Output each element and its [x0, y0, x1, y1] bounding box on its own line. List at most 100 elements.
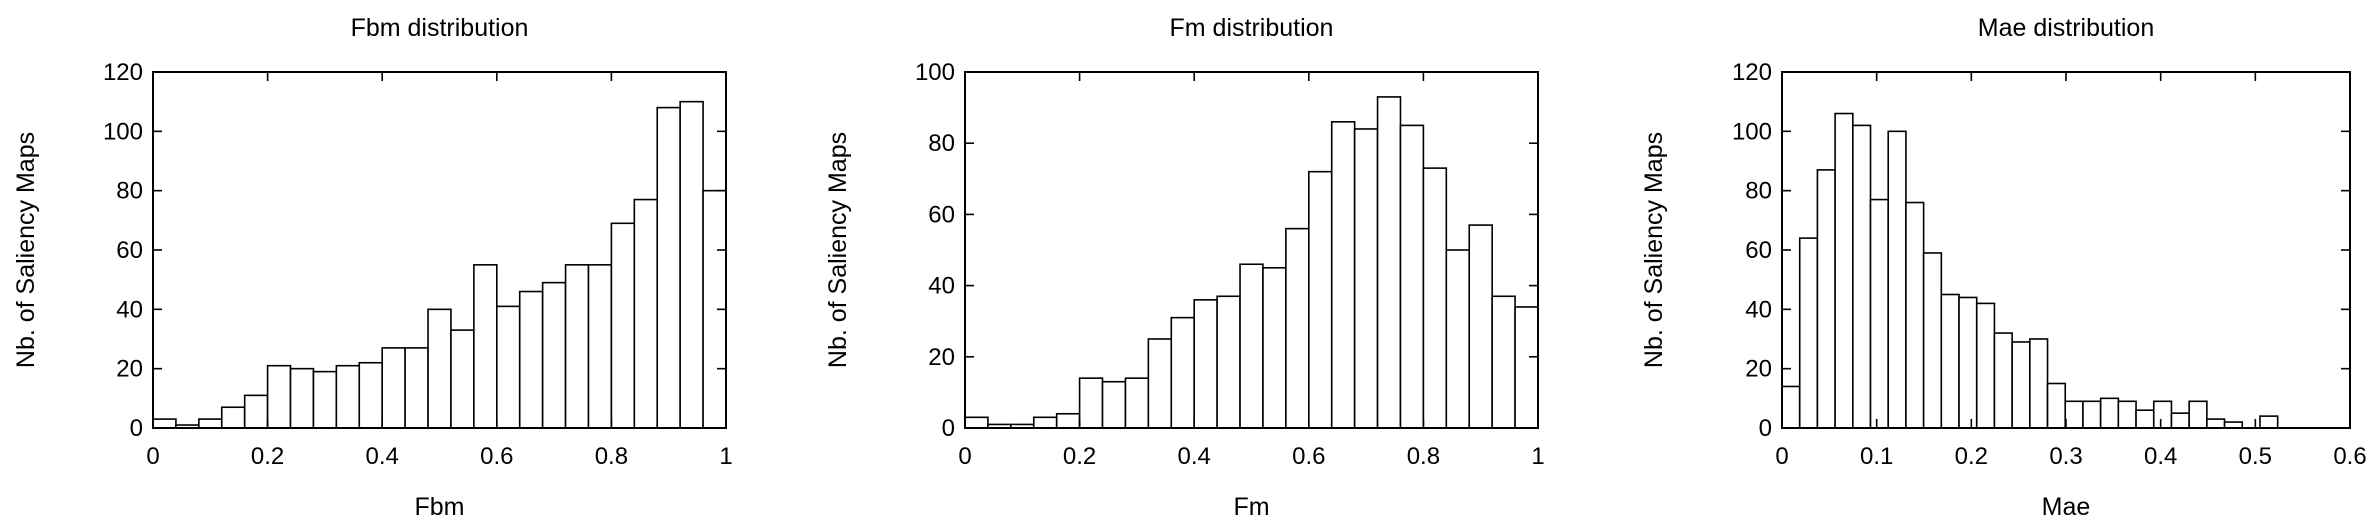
histogram-bar — [2152, 400, 2173, 429]
histogram-bar — [541, 281, 567, 429]
x-tick-label: 0.1 — [1860, 443, 1893, 470]
histogram-bar — [1101, 380, 1127, 429]
x-tick-label: 0.5 — [2239, 443, 2272, 470]
fbm-histogram: Fbm distribution Fbm Nb. of Saliency Map… — [12, 14, 733, 521]
histogram-bar — [1353, 128, 1379, 429]
fm-histogram: Fm distribution Fm Nb. of Saliency Maps … — [824, 14, 1545, 521]
histogram-bar — [2188, 400, 2208, 429]
y-tick-label: 40 — [1745, 296, 1772, 323]
histogram-bar — [2259, 415, 2279, 429]
y-tick-label: 80 — [1745, 178, 1772, 205]
histogram-bar — [1262, 266, 1287, 429]
x-axis-ticks: 0 0.2 0.4 0.6 0.8 1 — [958, 72, 1545, 470]
x-axis-label: Fbm — [415, 493, 465, 521]
histogram-bar — [2064, 400, 2084, 429]
x-tick-label: 0.8 — [595, 443, 628, 470]
plot-frame — [152, 71, 727, 429]
histogram-bar — [335, 364, 361, 429]
histogram-bar — [1078, 377, 1104, 429]
histogram-bar — [1422, 167, 1448, 429]
histogram-bar — [2082, 400, 2102, 429]
y-tick-label: 40 — [116, 296, 143, 323]
histogram-bar — [1124, 377, 1150, 429]
histogram-bar — [152, 418, 177, 429]
y-tick-label: 0 — [1759, 415, 1772, 442]
histogram-bar — [656, 106, 681, 429]
y-tick-label: 60 — [1745, 237, 1772, 264]
histogram-bar — [1834, 112, 1854, 429]
histogram-bar — [1216, 295, 1241, 429]
histogram-bar — [1993, 332, 2013, 429]
x-tick-label: 0 — [958, 443, 971, 470]
x-axis-label: Mae — [2042, 493, 2091, 521]
y-tick-label: 0 — [942, 415, 955, 442]
histogram-bar — [266, 364, 292, 429]
histogram-bar — [1239, 263, 1264, 429]
histogram-bar — [2206, 418, 2226, 429]
histogram-bar — [358, 361, 383, 429]
y-axis-label: Nb. of Saliency Maps — [824, 132, 852, 368]
histogram-bar — [2117, 400, 2137, 429]
histogram-bar — [1922, 252, 1943, 429]
histogram-bar — [1032, 416, 1058, 429]
histogram-bar — [964, 416, 989, 429]
histogram-bar — [633, 198, 659, 429]
histogram-bars — [964, 96, 1539, 429]
x-tick-label: 0.6 — [2333, 443, 2366, 470]
histogram-bar — [1781, 385, 1801, 429]
histogram-bar — [404, 347, 429, 429]
histogram-bar — [1798, 237, 1819, 429]
y-tick-label: 120 — [103, 59, 143, 86]
histogram-bar — [312, 370, 338, 429]
x-tick-label: 0.6 — [1292, 443, 1325, 470]
x-axis-ticks: 0 0.1 0.2 0.3 0.4 0.5 0.6 — [1775, 72, 2367, 470]
histogram-bars — [1781, 112, 2279, 429]
histogram-bar — [1905, 201, 1925, 429]
y-tick-label: 60 — [928, 201, 955, 228]
x-tick-label: 1 — [719, 443, 732, 470]
histogram-bar — [610, 222, 636, 429]
histogram-bar — [2135, 409, 2155, 429]
x-tick-label: 0 — [1775, 443, 1788, 470]
histogram-bar — [1468, 224, 1493, 429]
histogram-bar — [1852, 124, 1872, 429]
histogram-bar — [2046, 382, 2067, 429]
histogram-bar — [495, 305, 521, 429]
plot-frame — [964, 71, 1539, 429]
x-tick-label: 0.2 — [251, 443, 284, 470]
histogram-bars — [152, 100, 727, 429]
y-tick-label: 100 — [1732, 118, 1772, 145]
histogram-bar — [1285, 227, 1310, 429]
x-tick-label: 0.8 — [1407, 443, 1440, 470]
histogram-bar — [1887, 130, 1907, 429]
y-axis-ticks: 0 20 40 60 80 100 120 — [103, 59, 726, 442]
x-axis-label: Fm — [1233, 493, 1269, 521]
x-axis-ticks: 0 0.2 0.4 0.6 0.8 1 — [146, 72, 733, 470]
y-tick-label: 80 — [928, 130, 955, 157]
histogram-bar — [1445, 249, 1471, 429]
histogram-bar — [1170, 316, 1195, 429]
x-tick-label: 0.6 — [480, 443, 513, 470]
histogram-bar — [2011, 341, 2031, 429]
histogram-bar — [289, 367, 315, 429]
histogram-bar — [198, 418, 223, 429]
histogram-bar — [2170, 412, 2190, 429]
histogram-bar — [1940, 293, 1960, 429]
histogram-bar — [587, 264, 613, 429]
y-tick-label: 0 — [130, 415, 143, 442]
histogram-bar — [473, 264, 498, 429]
y-tick-label: 100 — [915, 59, 955, 86]
histogram-bar — [1147, 338, 1173, 429]
y-tick-label: 40 — [928, 273, 955, 300]
x-tick-label: 0.2 — [1063, 443, 1096, 470]
x-tick-label: 0.3 — [2049, 443, 2082, 470]
y-tick-label: 120 — [1732, 59, 1772, 86]
y-tick-label: 20 — [116, 356, 143, 383]
y-tick-label: 60 — [116, 237, 143, 264]
x-tick-label: 1 — [1531, 443, 1544, 470]
histogram-bar — [1399, 124, 1425, 429]
chart-title: Fm distribution — [1170, 14, 1334, 42]
histogram-bar — [1514, 306, 1539, 429]
x-tick-label: 0.4 — [366, 443, 399, 470]
histogram-bar — [427, 308, 452, 429]
